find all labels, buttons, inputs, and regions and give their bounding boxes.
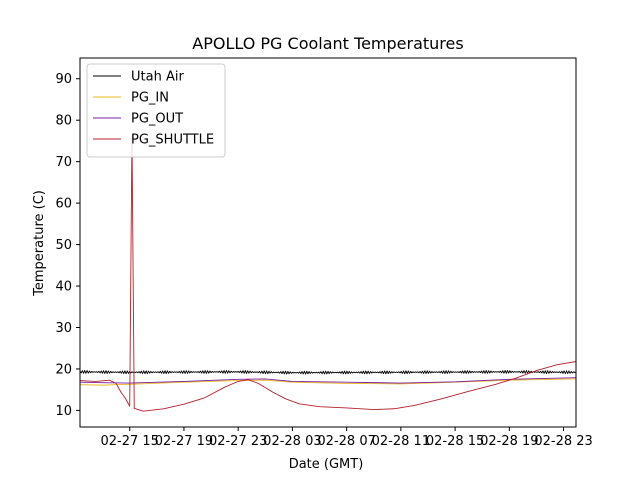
chart-title: APOLLO PG Coolant Temperatures (192, 34, 463, 53)
y-tick-label: 90 (55, 72, 72, 87)
y-tick-label: 40 (55, 280, 72, 295)
x-axis-title: Date (GMT) (289, 457, 364, 472)
y-tick-label: 70 (55, 155, 72, 170)
series-line-utah-air (80, 370, 576, 375)
plot-area (80, 134, 576, 412)
x-tick-label: 02-28 07 (317, 434, 375, 449)
y-tick-label: 80 (55, 114, 72, 129)
y-tick-label: 20 (55, 362, 72, 377)
legend: Utah Air PG_IN PG_OUT PG_SHUTTLE (86, 63, 226, 158)
x-tick-label: 02-27 23 (209, 434, 267, 449)
x-tick-label: 02-28 03 (263, 434, 321, 449)
series-line-pg-shuttle (80, 134, 576, 412)
y-tick-label: 10 (55, 404, 72, 419)
x-tick-label: 02-28 15 (426, 434, 484, 449)
x-tick-label: 02-27 19 (155, 434, 213, 449)
legend-label: PG_OUT (131, 112, 183, 127)
legend-label: Utah Air (131, 70, 184, 85)
legend-box (86, 63, 226, 158)
x-tick-label: 02-28 11 (372, 434, 430, 449)
y-tick-label: 30 (55, 321, 72, 336)
y-axis-title: Temperature (C) (32, 190, 47, 297)
x-tick-label: 02-28 19 (480, 434, 538, 449)
legend-label: PG_IN (131, 91, 169, 106)
legend-label: PG_SHUTTLE (131, 133, 214, 148)
x-tick-label: 02-28 23 (534, 434, 592, 449)
y-tick-label: 50 (55, 238, 72, 253)
y-tick-label: 60 (55, 197, 72, 212)
series-line-pg-out (80, 377, 576, 384)
series-line-pg-in (80, 378, 576, 386)
axes-frame (79, 57, 577, 428)
x-tick-label: 02-27 15 (100, 434, 158, 449)
